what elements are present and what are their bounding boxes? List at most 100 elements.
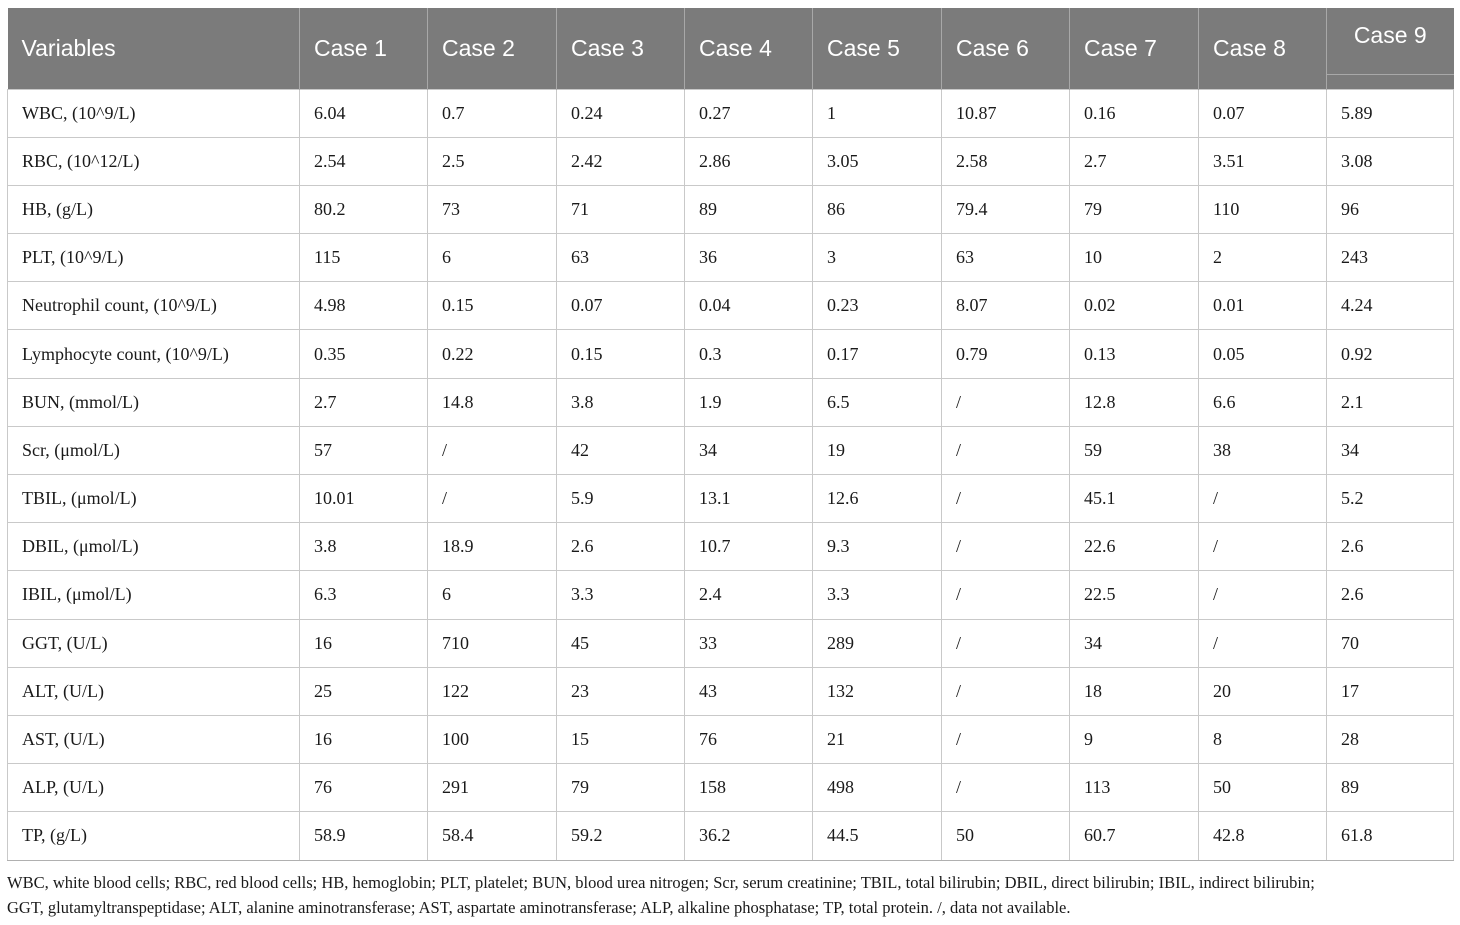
- case-value-cell: 3: [812, 233, 942, 283]
- table-row: BUN, (mmol/L) 2.7 14.8 3.8 1.9 6.5/12.8 6.6 2.1: [7, 377, 1454, 427]
- case-value-cell: 12.6: [812, 473, 942, 524]
- case-value-cell: 0.04: [684, 281, 813, 331]
- case-value-cell: 0.7: [427, 88, 557, 138]
- case-value-cell: 2.42: [556, 136, 685, 186]
- footnote-line-2: GGT, glutamyltranspeptidase; ALT, alanin…: [7, 898, 1071, 917]
- table-body: WBC, (10^9/L) 6.04 0.7 0.24 0.27 1 10.87 0.16 0.…: [7, 88, 1454, 861]
- case-value-cell: 10: [1069, 233, 1199, 283]
- case-value-cell: 8: [1198, 714, 1327, 765]
- case-value-cell: /: [941, 714, 1070, 765]
- case-value-cell: /: [1198, 618, 1327, 668]
- variable-name-cell: TBIL, (μmol/L): [7, 473, 300, 524]
- case-value-cell: 59.2: [556, 811, 685, 861]
- case-value-cell: 0.15: [556, 329, 685, 379]
- case-value-cell: /: [427, 473, 557, 524]
- table-row: AST, (U/L) 16 100 15 76 21/9 8 28: [7, 714, 1454, 765]
- case-value-cell: 3.08: [1326, 136, 1454, 186]
- case-value-cell: 2.6: [556, 522, 685, 572]
- case-value-cell: 1.9: [684, 377, 813, 427]
- column-header-case-6: Case 6: [941, 8, 1070, 89]
- case-value-cell: 158: [684, 763, 813, 813]
- case-value-cell: 79.4: [941, 184, 1070, 235]
- case-value-cell: 23: [556, 666, 685, 716]
- case-value-cell: 2.4: [684, 570, 813, 620]
- case-value-cell: 45.1: [1069, 473, 1199, 524]
- case-value-cell: 9.3: [812, 522, 942, 572]
- case-value-cell: 42.8: [1198, 811, 1327, 861]
- variable-name-cell: ALP, (U/L): [7, 763, 300, 813]
- case-value-cell: 2: [1198, 233, 1327, 283]
- case-value-cell: /: [941, 425, 1070, 476]
- case-value-cell: 3.51: [1198, 136, 1327, 186]
- case-value-cell: 22.5: [1069, 570, 1199, 620]
- case-value-cell: 6.5: [812, 377, 942, 427]
- table-row: TP, (g/L) 58.9 58.4 59.2 36.2 44.5 50 60.7 42.8 6…: [7, 811, 1454, 861]
- column-header-case-9-label: Case 9: [1353, 22, 1427, 48]
- case-value-cell: 71: [556, 184, 685, 235]
- case-value-cell: 16: [299, 618, 428, 668]
- case-value-cell: 36.2: [684, 811, 813, 861]
- variable-name-cell: GGT, (U/L): [7, 618, 300, 668]
- case-value-cell: 110: [1198, 184, 1327, 235]
- case-value-cell: 89: [684, 184, 813, 235]
- case-value-cell: 19: [812, 425, 942, 476]
- case-value-cell: 0.05: [1198, 329, 1327, 379]
- case-value-cell: 10.01: [299, 473, 428, 524]
- variable-name-cell: TP, (g/L): [7, 811, 300, 861]
- table-footnote: WBC, white blood cells; RBC, red blood c…: [7, 870, 1457, 920]
- variable-name-cell: PLT, (10^9/L): [7, 233, 300, 283]
- case-value-cell: 25: [299, 666, 428, 716]
- case-value-cell: 0.23: [812, 281, 942, 331]
- case-value-cell: 45: [556, 618, 685, 668]
- case-value-cell: /: [941, 570, 1070, 620]
- variable-name-cell: Scr, (μmol/L): [7, 425, 300, 476]
- table-row: ALP, (U/L) 76 291 79 158 498/113 50 89: [7, 763, 1454, 813]
- case-value-cell: 5.89: [1326, 88, 1454, 138]
- case-value-cell: /: [941, 763, 1070, 813]
- case-value-cell: 2.1: [1326, 377, 1454, 427]
- footnote-line-1: WBC, white blood cells; RBC, red blood c…: [7, 873, 1315, 892]
- case-value-cell: 44.5: [812, 811, 942, 861]
- case-value-cell: 63: [941, 233, 1070, 283]
- case-value-cell: 8.07: [941, 281, 1070, 331]
- case-value-cell: /: [427, 425, 557, 476]
- variable-name-cell: BUN, (mmol/L): [7, 377, 300, 427]
- header-divider: [1327, 74, 1454, 75]
- case-value-cell: 2.6: [1326, 522, 1454, 572]
- case-value-cell: 10.87: [941, 88, 1070, 138]
- case-value-cell: 0.92: [1326, 329, 1454, 379]
- table-row: Scr, (μmol/L) 57/42 34 19/59 38 34: [7, 425, 1454, 476]
- case-value-cell: 0.3: [684, 329, 813, 379]
- case-value-cell: 291: [427, 763, 557, 813]
- case-value-cell: 34: [1326, 425, 1454, 476]
- case-value-cell: 115: [299, 233, 428, 283]
- case-value-cell: 18.9: [427, 522, 557, 572]
- case-value-cell: /: [941, 618, 1070, 668]
- case-value-cell: 86: [812, 184, 942, 235]
- case-value-cell: 34: [684, 425, 813, 476]
- column-header-case-9: Case 9: [1326, 8, 1454, 89]
- case-value-cell: 17: [1326, 666, 1454, 716]
- case-value-cell: 2.7: [1069, 136, 1199, 186]
- column-header-case-5: Case 5: [812, 8, 942, 89]
- case-value-cell: 0.13: [1069, 329, 1199, 379]
- case-value-cell: 22.6: [1069, 522, 1199, 572]
- case-value-cell: 3.8: [299, 522, 428, 572]
- table-row: DBIL, (μmol/L) 3.8 18.9 2.6 10.7 9.3/22.6/2.6: [7, 522, 1454, 572]
- case-value-cell: 16: [299, 714, 428, 765]
- lab-results-table: Variables Case 1 Case 2 Case 3 Case 4 Ca…: [7, 8, 1454, 861]
- case-value-cell: 6.04: [299, 88, 428, 138]
- case-value-cell: 710: [427, 618, 557, 668]
- case-value-cell: 70: [1326, 618, 1454, 668]
- case-value-cell: 100: [427, 714, 557, 765]
- column-header-case-8: Case 8: [1198, 8, 1327, 89]
- table-row: IBIL, (μmol/L) 6.3 6 3.3 2.4 3.3/22.5/2.6: [7, 570, 1454, 620]
- column-header-case-1: Case 1: [299, 8, 428, 89]
- variable-name-cell: ALT, (U/L): [7, 666, 300, 716]
- variable-name-cell: HB, (g/L): [7, 184, 300, 235]
- case-value-cell: 18: [1069, 666, 1199, 716]
- case-value-cell: 2.86: [684, 136, 813, 186]
- case-value-cell: 60.7: [1069, 811, 1199, 861]
- case-value-cell: 89: [1326, 763, 1454, 813]
- case-value-cell: 0.22: [427, 329, 557, 379]
